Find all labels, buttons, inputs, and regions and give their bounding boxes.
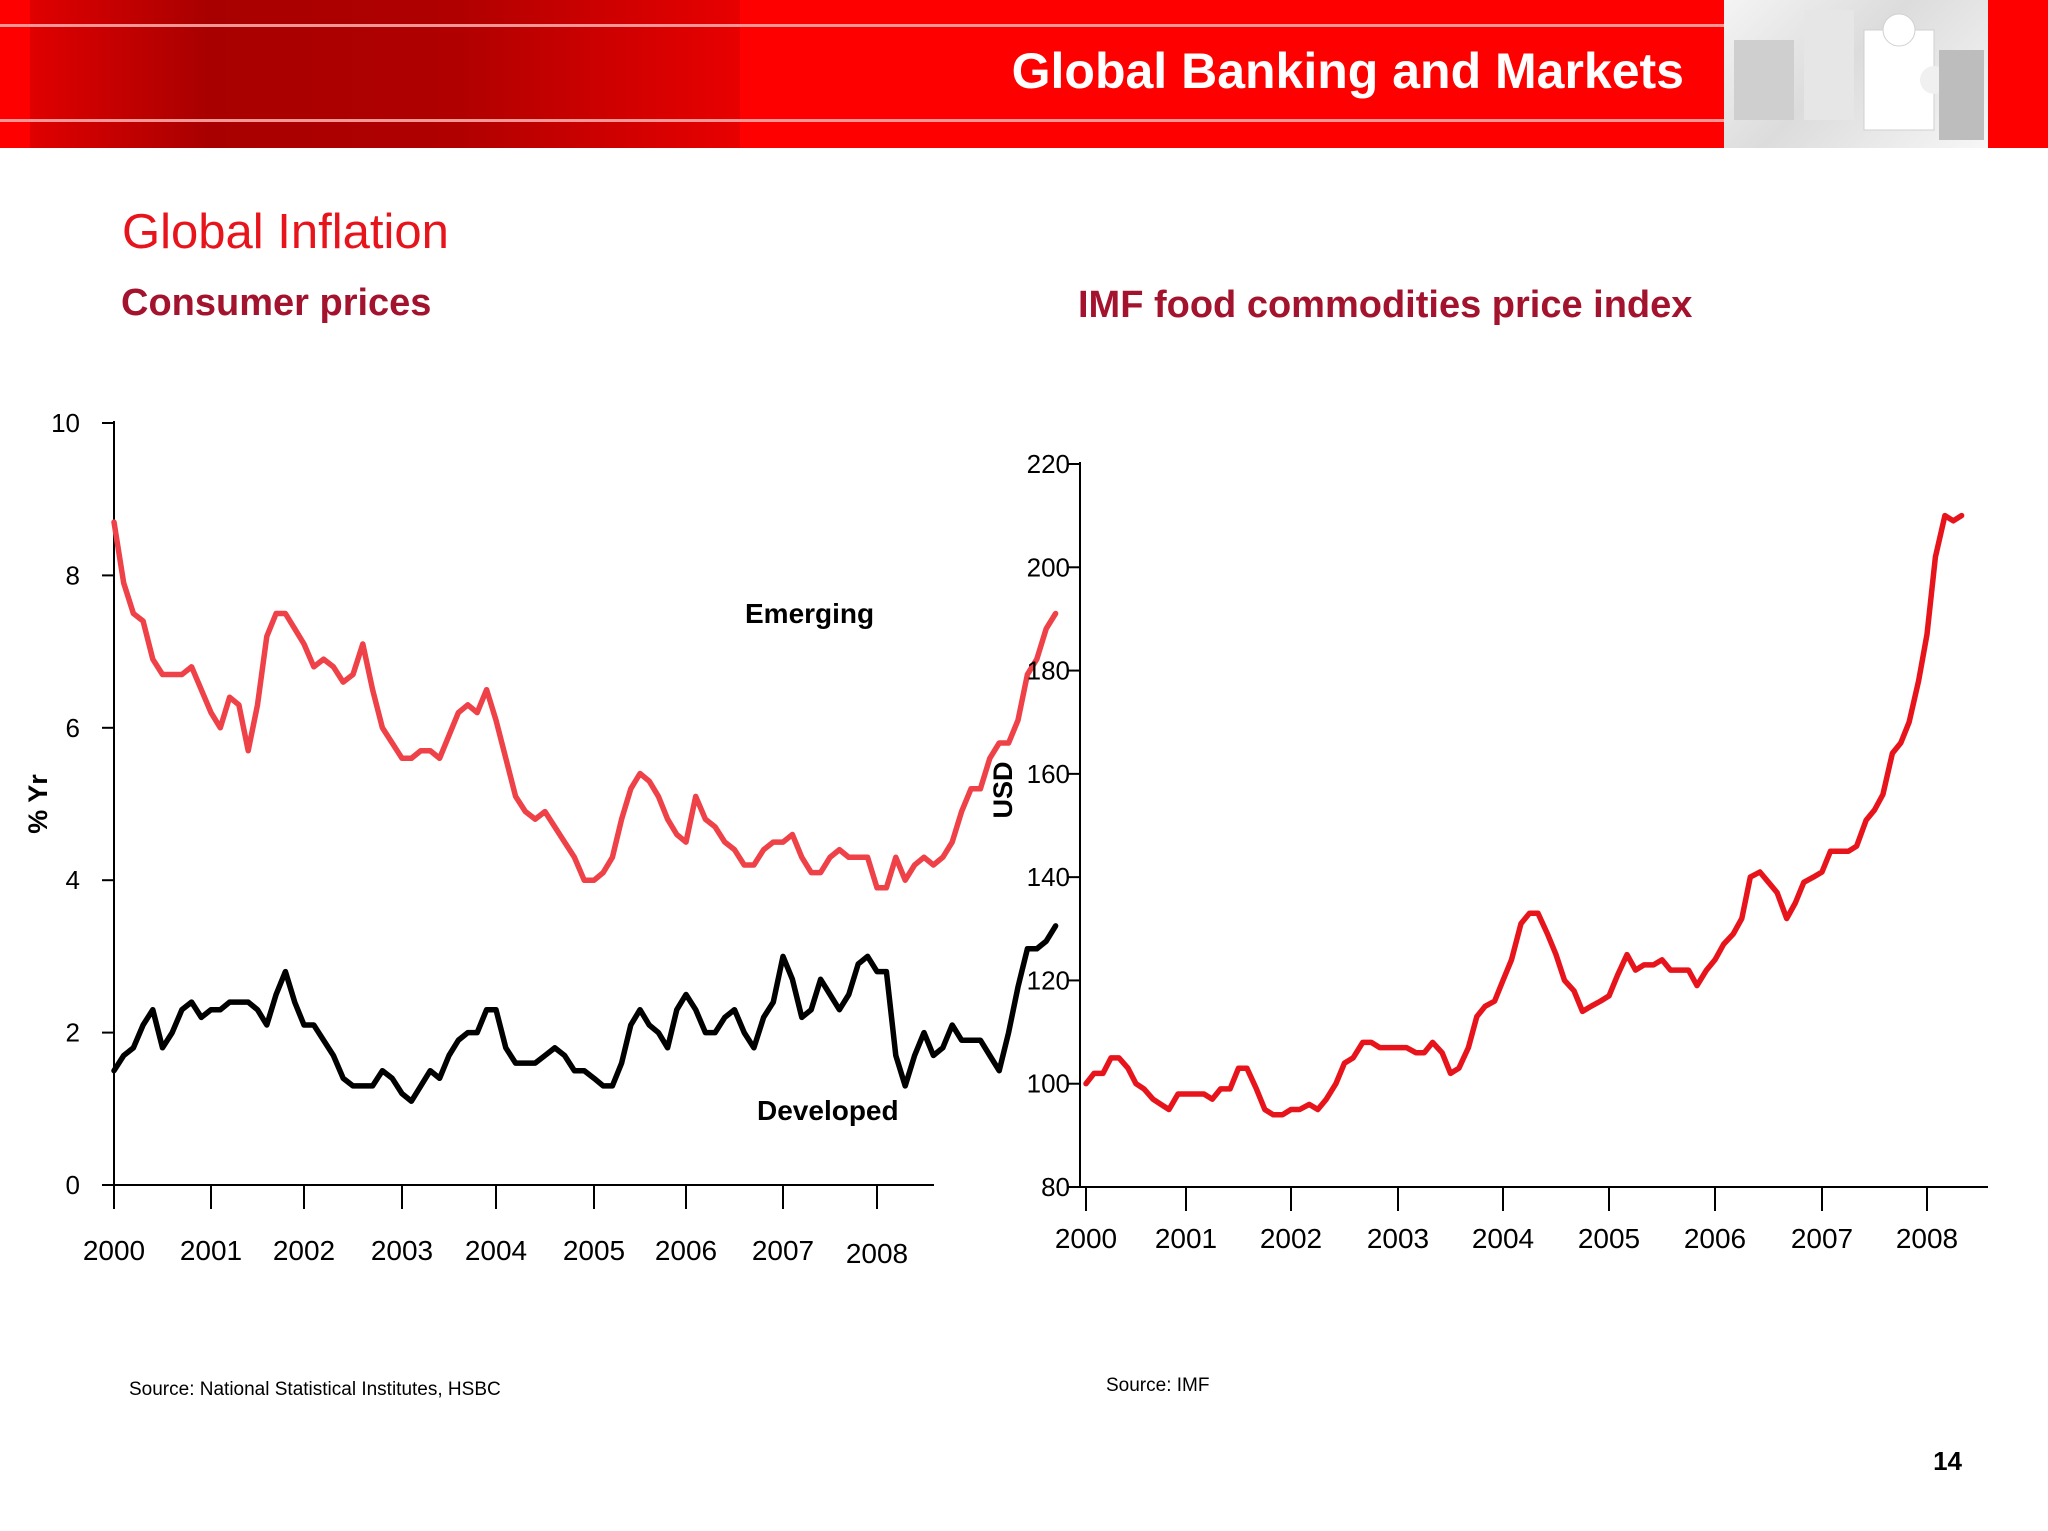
x-tick-label-1: 2001 (1155, 1223, 1217, 1254)
x-tick-label-1: 2006 (1684, 1223, 1746, 1254)
y-tick-label-0: 2 (66, 1018, 80, 1048)
x-tick-label-0: 2003 (371, 1235, 433, 1266)
y-tick-label-1: 220 (1027, 449, 1070, 479)
puzzle-icon (1734, 10, 1984, 140)
x-tick-label-0: 2008 (846, 1238, 908, 1269)
x-tick-label-1: 2004 (1472, 1223, 1534, 1254)
header-banner: Global Banking and Markets (0, 0, 2048, 148)
x-tick-label-0: 2001 (180, 1235, 242, 1266)
consumer-prices-title: Consumer prices (121, 282, 432, 324)
source-note-right: Source: IMF (1106, 1375, 1210, 1396)
y-tick-label-0: 0 (66, 1170, 80, 1200)
banner-stripe-top (0, 24, 1724, 27)
y-tick-label-1: 120 (1027, 965, 1070, 995)
y-tick-label-1: 180 (1027, 656, 1070, 686)
series-label-emerging: Emerging (745, 598, 874, 629)
y-tick-label-1: 160 (1027, 759, 1070, 789)
series-line-emerging (111, 519, 1059, 891)
y-tick-label-0: 6 (66, 713, 80, 743)
x-tick-label-0: 2004 (465, 1235, 527, 1266)
source-note-left: Source: National Statistical Institutes,… (129, 1379, 501, 1400)
x-tick-label-1: 2008 (1896, 1223, 1958, 1254)
series-line-food-index (1083, 512, 1965, 1118)
y-tick-label-1: 100 (1027, 1069, 1070, 1099)
y-axis-title-1: USD (988, 761, 1018, 818)
y-tick-label-0: 10 (51, 408, 80, 438)
x-tick-label-1: 2000 (1055, 1223, 1117, 1254)
page-number: 14 (1933, 1446, 1962, 1476)
series-line-developed (111, 923, 1059, 1104)
x-tick-label-0: 2006 (655, 1235, 717, 1266)
y-tick-label-0: 8 (66, 560, 80, 590)
x-tick-label-1: 2002 (1260, 1223, 1322, 1254)
x-tick-label-0: 2005 (563, 1235, 625, 1266)
x-tick-label-1: 2005 (1578, 1223, 1640, 1254)
banner-title: Global Banking and Markets (1011, 43, 1684, 99)
y-axis-title-0: % Yr (23, 774, 53, 834)
puzzle-pieces-image (1724, 0, 1988, 148)
x-tick-label-0: 2007 (752, 1235, 814, 1266)
y-tick-label-0: 4 (66, 865, 80, 895)
y-tick-label-1: 80 (1041, 1172, 1070, 1202)
x-tick-label-0: 2002 (273, 1235, 335, 1266)
x-tick-label-0: 2000 (83, 1235, 145, 1266)
x-tick-label-1: 2003 (1367, 1223, 1429, 1254)
y-tick-label-1: 200 (1027, 552, 1070, 582)
series-label-developed: Developed (757, 1095, 899, 1126)
page-title: Global Inflation (122, 205, 449, 259)
y-tick-label-1: 140 (1027, 862, 1070, 892)
banner-stripe-bottom (0, 119, 1724, 122)
x-tick-label-1: 2007 (1791, 1223, 1853, 1254)
food-index-title: IMF food commodities price index (1078, 284, 1693, 326)
